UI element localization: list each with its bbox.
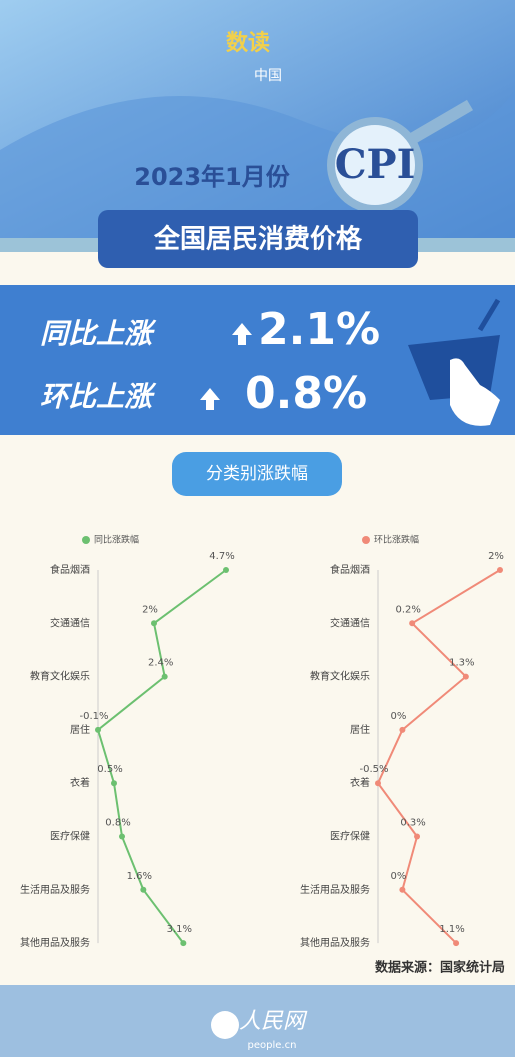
value-label: 0%: [390, 711, 406, 722]
y-tick-label: 食品烟酒: [330, 563, 370, 576]
point: [95, 727, 101, 733]
y-tick-label: 教育文化娱乐: [310, 670, 370, 683]
y-tick-label: 居住: [70, 723, 90, 736]
point: [375, 780, 381, 786]
y-tick-label: 医疗保健: [50, 830, 90, 843]
point: [151, 620, 157, 626]
page: 数读 中国 2023年1月份 CPI 全国居民消费价格 同比上涨 2.1% 环比…: [0, 0, 515, 1057]
value-label: -0.5%: [359, 764, 388, 775]
mom-value: 0.8%: [245, 368, 367, 419]
mom-label: 环比上涨: [40, 380, 157, 413]
point: [414, 834, 420, 840]
value-label: -0.1%: [79, 711, 108, 722]
point: [399, 727, 405, 733]
banner-text: 全国居民消费价格: [153, 224, 363, 255]
footer-site: people.cn: [248, 1040, 297, 1051]
y-tick-label: 生活用品及服务: [20, 883, 90, 896]
legend-marker: [82, 536, 90, 544]
value-label: 0.2%: [395, 604, 420, 615]
value-label: 2.4%: [148, 658, 173, 669]
value-label: 0%: [390, 871, 406, 882]
value-label: 4.7%: [209, 551, 234, 562]
yoy-label: 同比上涨: [40, 317, 157, 350]
point: [140, 887, 146, 893]
y-tick-label: 其他用品及服务: [300, 936, 370, 949]
point: [409, 620, 415, 626]
value-label: 2%: [142, 604, 158, 615]
footer-brand: 人民网: [239, 1009, 308, 1034]
point: [223, 567, 229, 573]
y-tick-label: 医疗保健: [330, 830, 370, 843]
legend-label: 环比涨跌幅: [374, 534, 419, 546]
cpi: CPI: [335, 141, 416, 188]
period: 2023年1月份: [134, 163, 290, 191]
point: [453, 940, 459, 946]
value-label: 0.3%: [400, 818, 425, 829]
yoy-value: 2.1%: [258, 304, 380, 355]
value-label: 2%: [488, 551, 504, 562]
y-tick-label: 衣着: [350, 776, 370, 789]
point: [111, 780, 117, 786]
y-tick-label: 交通通信: [50, 616, 90, 629]
y-tick-label: 其他用品及服务: [20, 936, 90, 949]
value-label: 3.1%: [167, 924, 192, 935]
logo-top: 数读: [226, 30, 270, 56]
point: [119, 834, 125, 840]
source: 数据来源：国家统计局: [375, 960, 505, 976]
section-button-text: 分类别涨跌幅: [206, 464, 308, 484]
y-tick-label: 生活用品及服务: [300, 883, 370, 896]
value-label: 1.1%: [439, 924, 464, 935]
legend-marker: [362, 536, 370, 544]
y-tick-label: 衣着: [70, 776, 90, 789]
point: [399, 887, 405, 893]
logo-bottom: 中国: [254, 68, 282, 84]
point: [162, 674, 168, 680]
point: [463, 674, 469, 680]
value-label: 1.6%: [127, 871, 152, 882]
footer-logo: [211, 1011, 239, 1039]
point: [180, 940, 186, 946]
value-label: 0.8%: [105, 818, 130, 829]
y-tick-label: 食品烟酒: [50, 563, 90, 576]
y-tick-label: 居住: [350, 723, 370, 736]
value-label: 0.5%: [97, 764, 122, 775]
y-tick-label: 教育文化娱乐: [30, 670, 90, 683]
value-label: 1.3%: [449, 658, 474, 669]
y-tick-label: 交通通信: [330, 616, 370, 629]
point: [497, 567, 503, 573]
legend-label: 同比涨跌幅: [94, 534, 139, 546]
